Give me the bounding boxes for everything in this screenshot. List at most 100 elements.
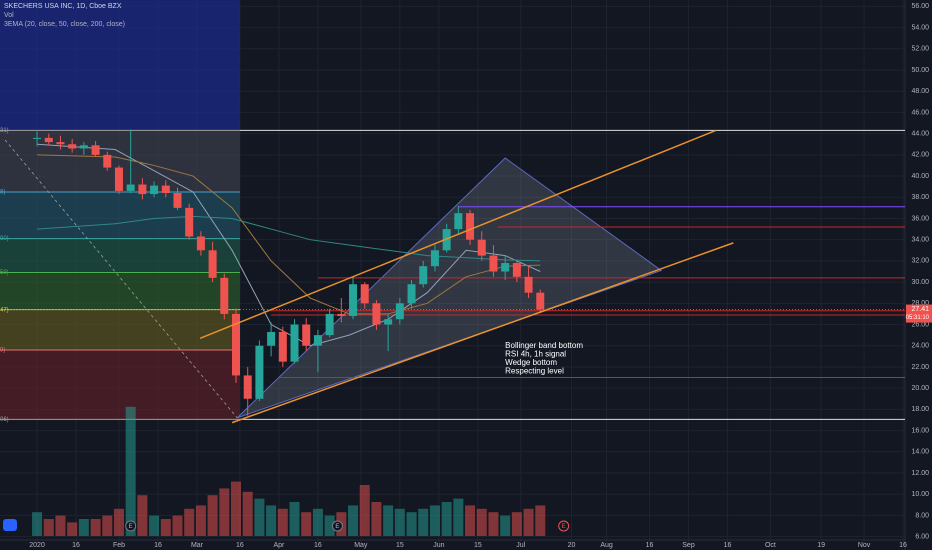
candle-body [138,184,147,195]
fib-zone [0,272,240,310]
volume-bar [125,406,136,536]
volume-bar [172,515,183,536]
volume-bar [301,512,312,536]
y-tick-label: 12.00 [911,470,929,477]
volume-bar [254,498,265,536]
volume-bar [78,519,89,536]
candle-body [337,313,346,317]
volume-bar [90,519,101,536]
volume-bar [207,495,218,536]
fib-zone [0,191,240,239]
volume-bar [67,522,78,536]
candle-body [150,185,159,195]
volume-bar [324,515,335,536]
x-tick-label: Apr [273,542,285,549]
y-tick-label: 26.00 [911,321,929,328]
earnings-label: E [129,524,133,530]
x-tick-label: 15 [474,542,482,549]
fib-zone [0,309,240,350]
candle-body [278,331,287,362]
volume-bar [453,498,464,536]
y-tick-label: 22.00 [911,364,929,371]
volume-bar [523,508,534,536]
annotation: Bollinger band bottom [505,341,583,350]
annotation: Wedge bottom [505,358,557,367]
candle-body [302,324,311,346]
x-tick-label: 16 [72,542,80,549]
volume-bar [184,508,195,536]
candle-body [360,284,369,304]
volume-bar [359,485,370,536]
x-tick-label: 16 [899,542,907,549]
volume-bar [137,495,148,536]
volume-bar [266,505,277,536]
earnings-label: E [562,524,566,530]
candle-body [208,250,217,278]
countdown: 05:31:10 [906,315,930,321]
volume-bar [102,515,113,536]
y-tick-label: 30.00 [911,279,929,286]
y-tick-label: 32.00 [911,258,929,265]
volume-bar [348,505,359,536]
candle-body [68,144,77,149]
candle-body [419,266,428,285]
y-tick-label: 16.00 [911,427,929,434]
x-tick-label: Oct [765,542,776,549]
candle-body [501,263,510,272]
candle-body [430,250,439,267]
x-tick-label: 16 [724,542,732,549]
volume-bar [43,519,54,536]
volume-bar [383,505,394,536]
fib-label: 31) [0,128,9,134]
candle-body [454,213,463,230]
volume-bar [231,481,242,536]
y-tick-label: 48.00 [911,88,929,95]
candle-body [512,263,521,277]
volume-bar [511,512,522,536]
candle-body [325,313,334,336]
timezone-badge [3,519,17,531]
candle-body [395,303,404,320]
candle-body [267,331,276,346]
volume-bar [488,512,499,536]
volume-bar [55,515,66,536]
fib-label: 9) [0,348,5,354]
y-tick-label: 8.00 [915,512,929,519]
volume-bar [500,515,511,536]
y-tick-label: 28.00 [911,300,929,307]
candle-body [466,213,475,240]
y-tick-label: 56.00 [911,3,929,10]
trendline [199,129,717,340]
candle-body [477,239,486,256]
y-tick-label: 46.00 [911,109,929,116]
y-tick-label: 6.00 [915,533,929,540]
fib-label: 59) [0,270,9,276]
candle-body [524,276,533,293]
candle-body [114,167,123,191]
candle-body [161,185,170,194]
annotation: RSI 4h, 1h signal [505,349,566,358]
trendline [4,139,238,419]
candle-body [103,154,112,168]
x-tick-label: May [354,542,368,549]
y-tick-label: 42.00 [911,152,929,159]
x-tick-label: Aug [600,542,613,549]
x-tick-label: Jul [516,542,525,549]
earnings-marker [125,520,137,532]
y-tick-label: 52.00 [911,46,929,53]
candle-body [384,319,393,325]
volume-bar [465,505,476,536]
y-tick-label: 40.00 [911,173,929,180]
earnings-label: E [335,524,339,530]
x-tick-label: 15 [396,542,404,549]
fib-label: 06) [0,417,9,423]
y-tick-label: 54.00 [911,24,929,31]
fib-label: 8) [0,190,5,196]
indicator-label: Vol [4,12,14,19]
x-tick-label: 16 [154,542,162,549]
y-tick-label: 44.00 [911,130,929,137]
volume-bar [289,502,300,536]
candle-body [91,145,100,155]
y-tick-label: 34.00 [911,237,929,244]
earnings-marker [558,520,570,532]
